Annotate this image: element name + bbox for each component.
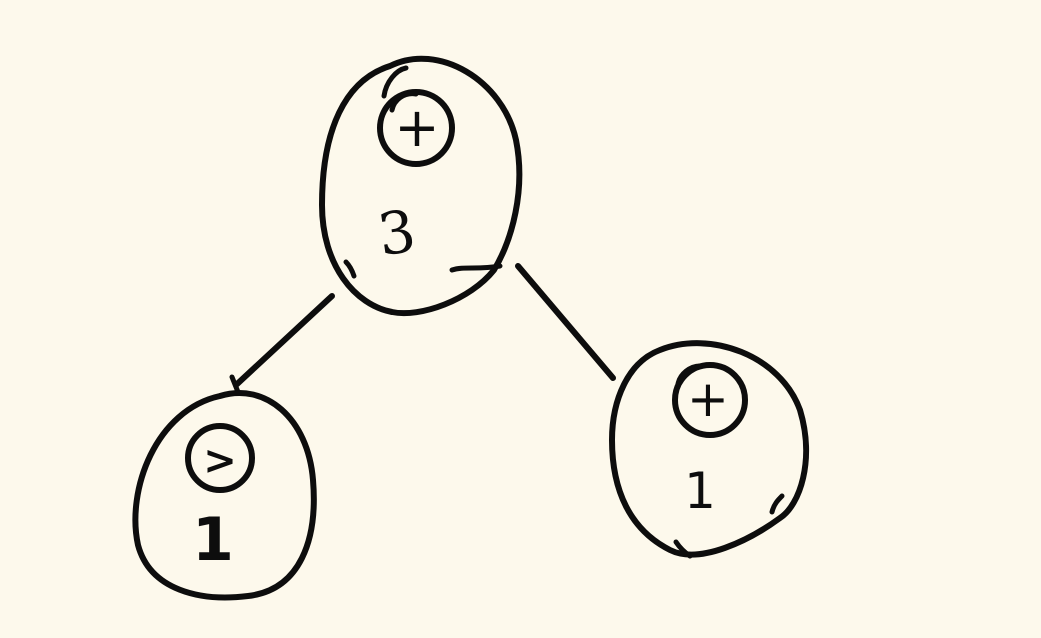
node-left-child: > 1 [132, 390, 317, 601]
node-operator-symbol: + [394, 96, 439, 159]
node-count: 1 [684, 462, 716, 520]
node-operator-symbol: > [203, 438, 237, 484]
node-root: + 3 [319, 55, 523, 317]
edge-root-to-right-child [515, 263, 616, 381]
node-outline [319, 55, 523, 317]
node-outline [132, 390, 317, 601]
node-outline [609, 340, 810, 558]
operator-circle [185, 423, 255, 493]
node-operator-symbol: + [687, 370, 729, 428]
node-right-child: + 1 [609, 340, 810, 559]
node-count: 1 [192, 505, 234, 575]
operator-circle [672, 362, 748, 438]
edge-root-to-left-child [229, 293, 335, 395]
